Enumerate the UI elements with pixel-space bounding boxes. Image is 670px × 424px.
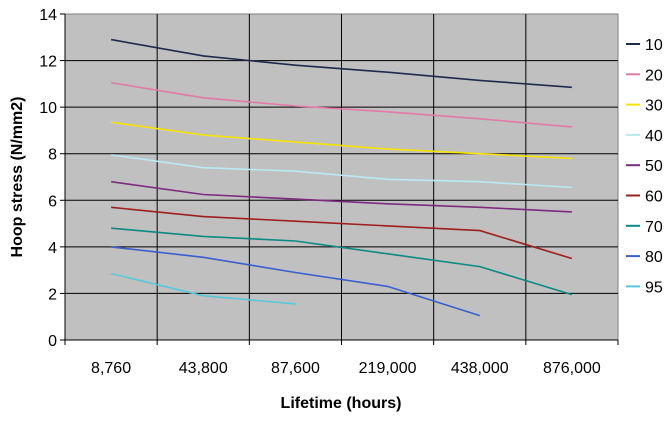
legend-label: 40 [645,128,663,145]
x-tick-label: 219,000 [359,360,417,377]
x-tick-label: 876,000 [543,360,601,377]
legend-label: 70 [645,219,663,236]
x-tick-label: 438,000 [451,360,509,377]
y-tick-label: 4 [48,240,57,257]
legend-label: 60 [645,189,663,206]
series-line-40 [110,154,572,189]
y-axis-label: Hoop stress (N/mm2) [9,97,26,258]
y-tick-label: 14 [39,7,57,24]
axes: 0 2 4 6 8 10 12 14 8,760 43,800 87,600 219,000 438,0… [39,7,619,377]
series-line-10 [110,38,572,89]
x-tick-label: 87,600 [271,360,320,377]
y-tick-label: 8 [48,147,57,164]
legend-label: 20 [645,67,663,84]
legend-label: 95 [645,279,663,296]
series-line-60 [111,206,573,260]
series-line-20 [110,81,572,128]
x-axis-label: Lifetime (hours) [281,395,402,412]
y-tick-label: 12 [39,54,57,71]
series-line-50 [110,180,572,213]
series-line-30 [110,121,572,160]
series-line-70 [111,227,573,296]
y-tick-label: 0 [48,333,57,350]
series-line-95 [110,272,296,305]
x-tick-label: 8,760 [91,360,131,377]
legend-label: 10 [645,37,663,54]
y-tick-label: 6 [48,193,57,210]
y-tick-label: 2 [48,286,57,303]
series-line-80 [111,246,481,317]
legend-label: 80 [645,249,663,266]
series-lines [110,38,573,317]
y-tick-label: 10 [39,100,57,117]
legend-label: 50 [645,158,663,175]
legend: 10 20 30 40 50 60 70 80 95 [626,37,663,296]
legend-label: 30 [645,98,663,115]
x-tick-label: 43,800 [179,360,228,377]
